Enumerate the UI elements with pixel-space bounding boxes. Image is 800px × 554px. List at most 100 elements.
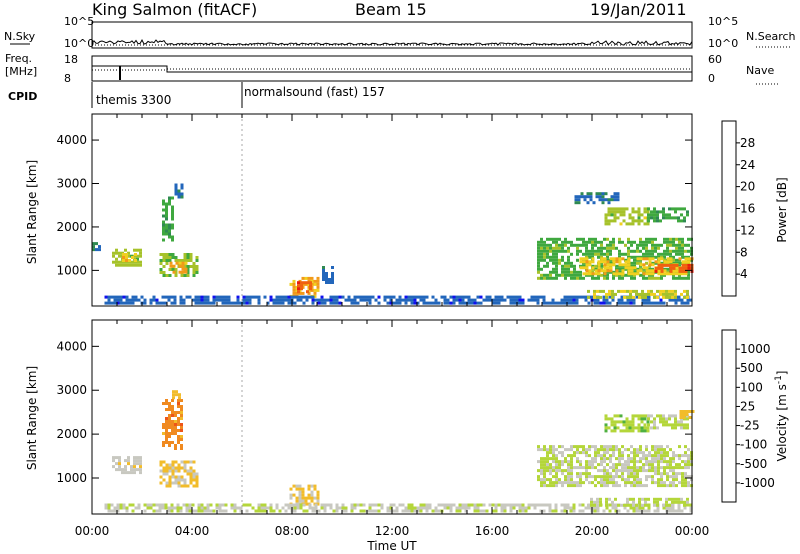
data-cell <box>192 268 196 271</box>
data-cell <box>537 264 540 268</box>
data-cell <box>110 295 114 299</box>
data-cell <box>579 478 582 482</box>
data-cell <box>573 454 576 458</box>
data-cell <box>174 460 178 464</box>
x-tick-label: 20:00 <box>575 524 610 538</box>
data-cell <box>552 267 555 271</box>
data-cell <box>289 487 293 491</box>
data-cell <box>296 298 300 302</box>
data-cell <box>443 503 447 507</box>
data-cell <box>561 454 564 458</box>
data-cell <box>576 273 579 277</box>
freq-unit-label: [MHz] <box>5 65 37 78</box>
data-cell <box>680 497 683 501</box>
data-cell <box>470 503 474 507</box>
data-cell <box>648 469 651 473</box>
data-cell <box>236 506 240 510</box>
data-cell <box>645 276 648 280</box>
data-cell <box>404 298 408 302</box>
data-cell <box>585 260 589 264</box>
data-cell <box>540 258 543 262</box>
data-cell <box>612 240 615 244</box>
data-cell <box>552 270 555 274</box>
data-cell <box>124 459 127 463</box>
data-cell <box>678 472 681 476</box>
data-cell <box>588 240 591 244</box>
data-cell <box>159 469 163 473</box>
data-cell <box>600 463 603 467</box>
data-cell <box>585 448 588 452</box>
data-cell <box>669 260 673 264</box>
data-cell <box>570 240 573 244</box>
data-cell <box>570 460 573 464</box>
data-cell <box>597 481 600 485</box>
data-cell <box>307 276 311 280</box>
data-cell <box>600 240 603 244</box>
data-cell <box>322 266 325 269</box>
data-cell <box>218 503 222 507</box>
data-cell <box>626 289 629 293</box>
data-cell <box>647 213 650 217</box>
data-cell <box>177 423 180 426</box>
x-axis-label: Time UT <box>366 539 417 553</box>
data-cell <box>626 503 629 507</box>
data-cell <box>174 423 177 426</box>
data-cell <box>173 295 177 299</box>
data-cell <box>116 298 120 302</box>
data-cell <box>597 263 601 267</box>
data-cell <box>621 451 624 455</box>
data-cell <box>572 298 576 302</box>
data-cell <box>567 472 570 476</box>
data-cell <box>569 298 573 302</box>
data-cell <box>248 301 252 305</box>
data-cell <box>582 237 585 241</box>
data-cell <box>618 454 621 458</box>
data-cell <box>659 298 663 302</box>
data-cell <box>579 451 582 455</box>
data-cell <box>130 468 133 472</box>
data-cell <box>630 475 633 479</box>
data-cell <box>467 503 471 507</box>
data-cell <box>567 267 570 271</box>
data-cell <box>660 481 663 485</box>
data-cell <box>681 276 684 280</box>
data-cell <box>582 272 586 276</box>
data-cell <box>143 298 147 302</box>
data-cell <box>607 426 611 430</box>
data-cell <box>341 295 345 299</box>
data-cell <box>307 484 311 488</box>
data-cell <box>596 301 600 305</box>
nsearch-tick-top: 10^5 <box>708 15 738 28</box>
data-cell <box>627 469 630 473</box>
data-cell <box>633 249 636 253</box>
data-cell <box>656 289 659 293</box>
data-cell <box>555 258 558 262</box>
data-cell <box>509 503 513 507</box>
data-cell <box>586 195 590 199</box>
data-cell <box>549 249 552 253</box>
data-cell <box>458 301 462 305</box>
data-cell <box>660 252 663 256</box>
data-cell <box>585 246 588 250</box>
x-tick-label: 12:00 <box>375 524 410 538</box>
data-cell <box>586 192 590 196</box>
data-cell <box>648 240 651 244</box>
data-cell <box>567 484 570 488</box>
data-cell <box>629 295 632 299</box>
data-cell <box>669 484 672 488</box>
data-cell <box>338 506 342 510</box>
data-cell <box>651 269 655 273</box>
data-cell <box>615 457 618 461</box>
data-cell <box>278 298 282 302</box>
data-cell <box>613 207 617 211</box>
data-cell <box>301 499 305 503</box>
data-cell <box>633 460 636 464</box>
data-cell <box>570 466 573 470</box>
data-cell <box>112 251 115 255</box>
data-cell <box>632 289 635 293</box>
data-cell <box>609 252 612 256</box>
colorbar-tick-label: -500 <box>740 457 767 471</box>
data-cell <box>626 295 629 299</box>
data-cell <box>389 301 393 305</box>
